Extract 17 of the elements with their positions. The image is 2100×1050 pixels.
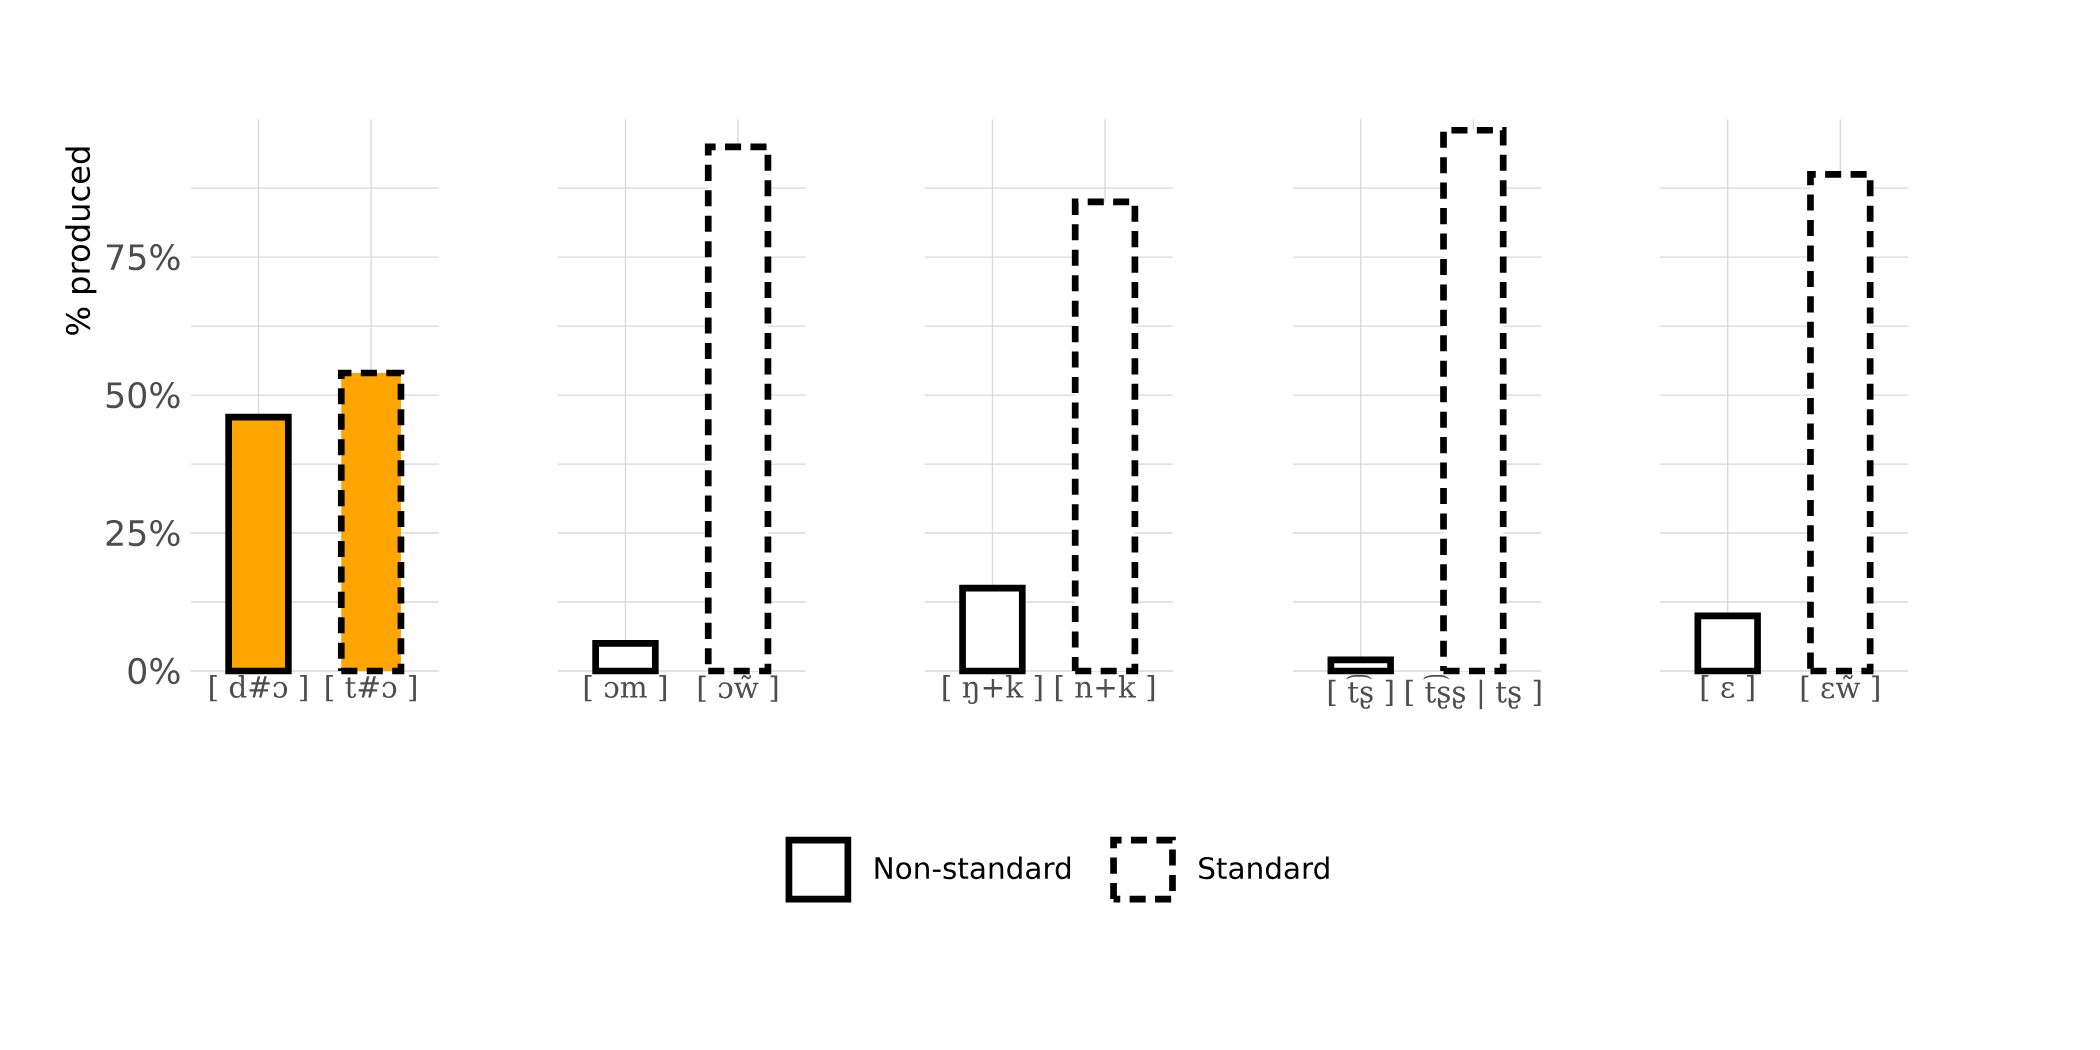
x-tick-label: [ d#ɔ ]	[210, 675, 307, 702]
x-tick-label: [ ɛ ]	[1701, 675, 1754, 702]
y-tick-label: 75%	[106, 243, 180, 271]
x-tick-label: [ t͡ʂ ]	[1328, 675, 1393, 709]
legend-label: Non-standard	[875, 856, 1071, 880]
x-tick-label: [ ɔm ]	[584, 675, 666, 702]
y-tick-label: 0%	[128, 657, 180, 685]
y-axis-title: % produced	[65, 147, 97, 335]
x-tick-label: [ t#ɔ ]	[326, 675, 416, 702]
x-tick-label: [ ɛw̃ ]	[1801, 675, 1879, 702]
y-tick-label: 25%	[106, 519, 180, 547]
x-tick-label: [ t͡ʂʂ | tʂ ]	[1406, 675, 1541, 710]
x-tick-label: [ ɔw̃ ]	[698, 675, 778, 702]
x-tick-label: [ n+k ]	[1055, 675, 1155, 702]
y-tick-label: 50%	[106, 381, 180, 409]
x-tick-label: [ ŋ+k ]	[943, 675, 1042, 705]
legend-label: Standard	[1199, 856, 1329, 880]
